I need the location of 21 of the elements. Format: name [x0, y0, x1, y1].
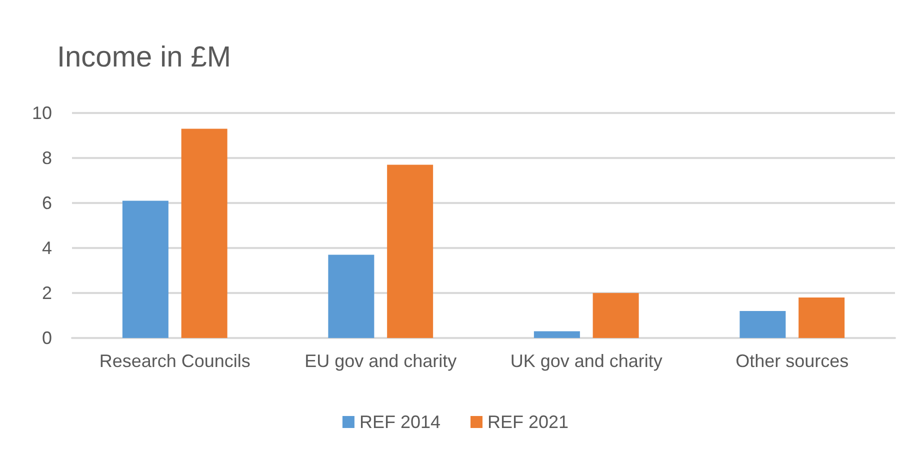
bar [592, 293, 639, 338]
legend-label: REF 2021 [488, 412, 569, 432]
chart-title: Income in £M [57, 42, 232, 74]
x-tick-label: Research Councils [99, 351, 250, 371]
y-tick-label: 8 [42, 148, 52, 168]
x-tick-label: Other sources [736, 351, 849, 371]
y-tick-label: 2 [42, 283, 52, 303]
bar [740, 311, 786, 338]
bar [328, 254, 374, 338]
legend-label: REF 2014 [359, 412, 441, 432]
y-tick-label: 10 [32, 103, 52, 123]
y-tick-label: 4 [42, 238, 52, 258]
bar [534, 331, 580, 338]
bar [798, 298, 845, 338]
y-tick-label: 0 [42, 328, 52, 348]
bar [181, 128, 228, 338]
bar [122, 200, 168, 338]
y-tick-label: 6 [42, 193, 52, 213]
x-tick-label: EU gov and charity [304, 351, 457, 371]
bar [387, 164, 434, 338]
x-tick-label: UK gov and charity [510, 351, 662, 371]
